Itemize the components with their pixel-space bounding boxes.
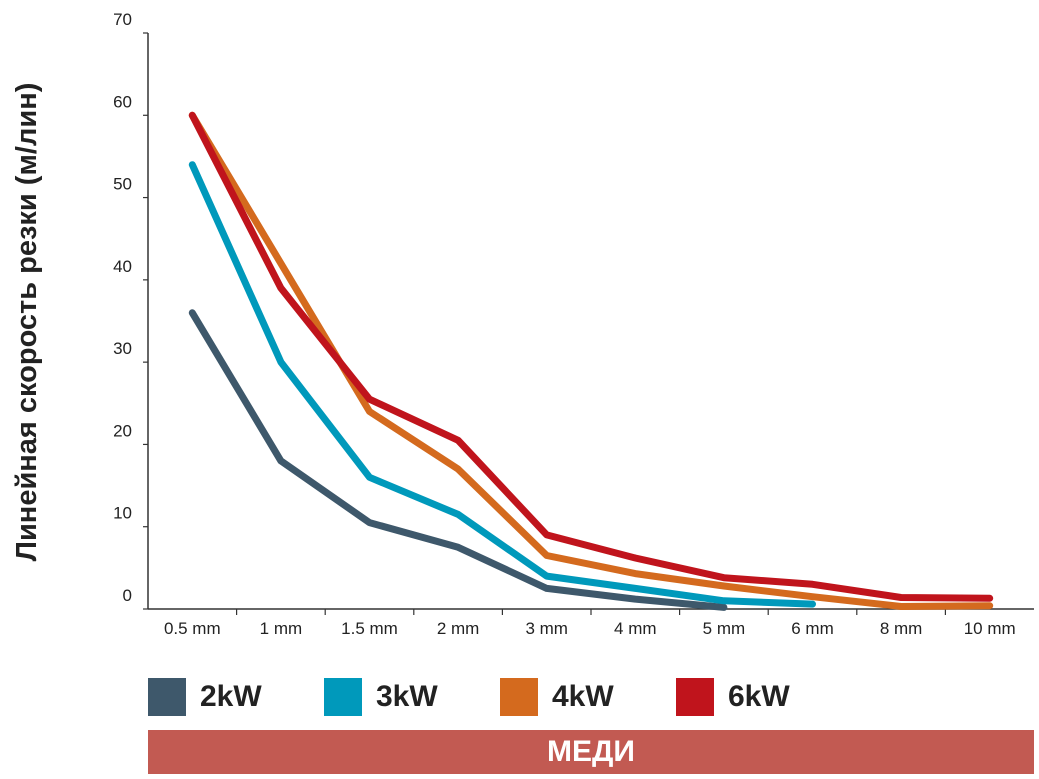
y-tick-label: 60 <box>113 92 132 111</box>
legend-label-6kw: 6kW <box>728 680 790 713</box>
series-lines <box>188 111 994 611</box>
y-tick-label: 0 <box>123 586 132 605</box>
y-tick-label: 70 <box>113 10 132 29</box>
legend-item-3kw: 3kW <box>324 678 438 716</box>
y-tick-label: 50 <box>113 175 132 194</box>
series-line-6kw <box>188 111 994 602</box>
series-line-2kw <box>188 309 728 611</box>
y-tick-label: 10 <box>113 504 132 523</box>
legend-swatch-3kw <box>324 678 362 716</box>
x-tick-label: 1.5 mm <box>341 619 398 638</box>
legend-swatch-2kw <box>148 678 186 716</box>
x-tick-label: 5 mm <box>703 619 746 638</box>
y-ticks: 0 10 20 30 40 50 60 70 <box>113 10 148 610</box>
axes <box>147 33 1034 610</box>
legend-swatch-6kw <box>676 678 714 716</box>
x-tick-label: 6 mm <box>791 619 834 638</box>
x-tick-label: 10 mm <box>964 619 1016 638</box>
legend-item-2kw: 2kW <box>148 678 262 716</box>
y-axis-label: Линейная скорость резки (м/лин) <box>11 83 43 562</box>
y-tick-label: 30 <box>113 339 132 358</box>
series-line-4kw <box>188 111 994 610</box>
legend: 2kW 3kW 4kW 6kW <box>148 678 1028 718</box>
y-tick-label: 40 <box>113 257 132 276</box>
legend-swatch-4kw <box>500 678 538 716</box>
x-tick-label: 4 mm <box>614 619 657 638</box>
legend-label-3kw: 3kW <box>376 680 438 713</box>
legend-item-6kw: 6kW <box>676 678 790 716</box>
y-tick-label: 20 <box>113 421 132 440</box>
x-tick-label: 8 mm <box>880 619 923 638</box>
material-banner: МЕДИ <box>148 730 1034 774</box>
x-tick-label: 1 mm <box>260 619 303 638</box>
y-axis-label-group: Линейная скорость резки (м/лин) <box>11 83 43 562</box>
legend-item-4kw: 4kW <box>500 678 614 716</box>
legend-label-4kw: 4kW <box>552 680 614 713</box>
series-line-3kw <box>188 161 816 608</box>
x-tick-label: 3 mm <box>525 619 568 638</box>
legend-label-2kw: 2kW <box>200 680 262 713</box>
x-ticks: 0.5 mm 1 mm 1.5 mm 2 mm 3 mm 4 mm 5 mm 6 mm 8 mm… <box>164 609 1016 638</box>
x-tick-label: 0.5 mm <box>164 619 221 638</box>
x-tick-label: 2 mm <box>437 619 480 638</box>
